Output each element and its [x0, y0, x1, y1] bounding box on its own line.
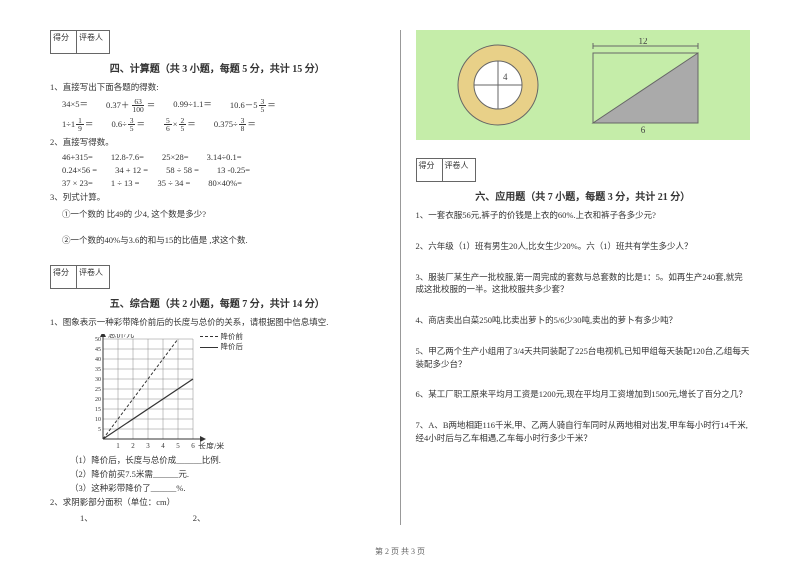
- svg-text:4: 4: [503, 72, 508, 82]
- legend-after: 降价后: [221, 342, 244, 353]
- svg-text:30: 30: [95, 377, 101, 383]
- q4-2-row3: 37 × 23= 1 ÷ 13 = 35 ÷ 34 = 80×40%=: [62, 178, 385, 188]
- grader-cell: 评卷人: [77, 266, 109, 288]
- rect-figure: 12 6: [583, 38, 713, 133]
- page-footer: 第 2 页 共 3 页: [0, 546, 800, 557]
- q4-1-row1: 34×5＝ 0.37＋63100＝ 0.99÷1.1＝ 10.6－535＝: [62, 98, 385, 114]
- score-cell: 得分: [51, 31, 77, 53]
- q6-5: 5、甲乙两个生产小组用了3/4天共同装配了225台电视机,已知甲组每天装配120…: [416, 345, 751, 371]
- expr: 0.6÷35＝: [111, 117, 145, 133]
- q6-1: 1、一套衣服56元,裤子的价钱是上衣的60%.上衣和裤子各多少元?: [416, 209, 751, 222]
- q5-2-s1: 1、: [80, 512, 93, 524]
- svg-text:3: 3: [146, 442, 150, 449]
- q5-2-s2: 2、: [193, 512, 206, 524]
- q5-1-sub3: （3）这种彩带降价了______%.: [70, 481, 385, 495]
- legend-before: 降价前: [221, 332, 244, 343]
- right-column: 4 12 6 得分 评卷人 六、应用题（共 7 小题，每题 3 分，共计 21 …: [416, 30, 751, 525]
- svg-text:2: 2: [131, 442, 135, 449]
- section-5-title: 五、综合题（共 2 小题，每题 7 分，共计 14 分）: [50, 295, 385, 310]
- q4-1-row2: 1÷119＝ 0.6÷35＝ 56×25＝ 0.375÷38＝: [62, 117, 385, 133]
- svg-text:12: 12: [638, 38, 647, 46]
- score-box-6: 得分 评卷人: [416, 158, 476, 182]
- svg-text:5: 5: [98, 427, 101, 433]
- q6-4: 4、商店卖出白菜250吨,比卖出萝卜的5/6少30吨,卖出的萝卜有多少吨？: [416, 314, 751, 327]
- expr: 0.99÷1.1＝: [173, 98, 212, 114]
- column-divider: [400, 30, 401, 525]
- q4-2-row2: 0.24×56 = 34 + 12 = 58 ÷ 58 = 13 -0.25=: [62, 165, 385, 175]
- expr: 0.375÷38＝: [214, 117, 256, 133]
- score-box-4: 得分 评卷人: [50, 30, 110, 54]
- q5-2-label: 2、求阴影部分面积（单位：cm）: [50, 496, 385, 510]
- q4-1-label: 1、直接写出下面各题的得数:: [50, 81, 385, 95]
- expr: 46+315=: [62, 152, 93, 162]
- svg-text:4: 4: [161, 442, 165, 449]
- xlabel: 长度/米: [198, 441, 224, 449]
- graph-legend: 降价前 降价后: [200, 332, 244, 353]
- section-6-title: 六、应用题（共 7 小题，每题 3 分，共计 21 分）: [416, 188, 751, 203]
- expr: 80×40%=: [208, 178, 242, 188]
- svg-text:20: 20: [95, 397, 101, 403]
- circle-figure: 4: [453, 40, 543, 130]
- score-cell: 得分: [51, 266, 77, 288]
- svg-text:35: 35: [95, 367, 101, 373]
- price-graph: 降价前 降价后: [75, 334, 235, 449]
- expr: 0.24×56 =: [62, 165, 97, 175]
- expr: 12.8-7.6=: [111, 152, 144, 162]
- expr: 37 × 23=: [62, 178, 93, 188]
- q5-1-label: 1、图象表示一种彩带降价前后的长度与总价的关系，请根据图中信息填空.: [50, 316, 385, 330]
- svg-text:6: 6: [191, 442, 195, 449]
- svg-text:10: 10: [95, 417, 101, 423]
- q6-7: 7、A、B两地相距116千米,甲、乙两人骑自行车同时从两地相对出发,甲车每小时行…: [416, 419, 751, 445]
- score-box-5: 得分 评卷人: [50, 265, 110, 289]
- score-cell: 得分: [417, 159, 443, 181]
- q6-2: 2、六年级（1）班有男生20人,比女生少20%。六（1）班共有学生多少人？: [416, 240, 751, 253]
- expr: 0.37＋63100＝: [106, 98, 155, 114]
- expr: 56×25＝: [163, 117, 196, 133]
- expr: 25×28=: [162, 152, 189, 162]
- expr: 35 ÷ 34 =: [157, 178, 190, 188]
- expr: 1 ÷ 13 =: [111, 178, 140, 188]
- svg-text:1: 1: [116, 442, 120, 449]
- q4-2-row1: 46+315= 12.8-7.6= 25×28= 3.14÷0.1=: [62, 152, 385, 162]
- grader-cell: 评卷人: [77, 31, 109, 53]
- q5-2-subs: 1、 2、: [80, 512, 385, 524]
- q4-3-sub1: ①一个数的 比49的 少4, 这个数是多少?: [62, 208, 385, 222]
- expr: 3.14÷0.1=: [207, 152, 242, 162]
- svg-text:15: 15: [95, 407, 101, 413]
- q4-2-label: 2、直接写得数。: [50, 136, 385, 150]
- q5-1-sub1: （1）降价后，长度与总价成______比例.: [70, 453, 385, 467]
- expr: 58 ÷ 58 =: [166, 165, 199, 175]
- section-4-title: 四、计算题（共 3 小题，每题 5 分，共计 15 分）: [50, 60, 385, 75]
- svg-text:40: 40: [95, 357, 101, 363]
- figure-box: 4 12 6: [416, 30, 751, 140]
- svg-text:25: 25: [95, 387, 101, 393]
- ylabel: 总价/元: [108, 334, 134, 339]
- q4-3-sub2: ②一个数的40%与3.6的和与15的比值是 ,求这个数.: [62, 234, 385, 248]
- expr: 1÷119＝: [62, 117, 93, 133]
- expr: 34 + 12 =: [115, 165, 148, 175]
- expr: 13 -0.25=: [217, 165, 250, 175]
- q5-1-sub2: （2）降价前买7.5米需______元.: [70, 467, 385, 481]
- svg-text:5: 5: [176, 442, 180, 449]
- expr: 10.6－535＝: [230, 98, 276, 114]
- left-column: 得分 评卷人 四、计算题（共 3 小题，每题 5 分，共计 15 分） 1、直接…: [50, 30, 385, 525]
- expr: 34×5＝: [62, 98, 88, 114]
- svg-text:6: 6: [641, 125, 646, 133]
- q6-3: 3、服装厂某生产一批校服,第一周完成的套数与总套数的比是1：5。如再生产240套…: [416, 271, 751, 297]
- svg-text:50: 50: [95, 337, 101, 343]
- svg-text:45: 45: [95, 347, 101, 353]
- q4-3-label: 3、列式计算。: [50, 191, 385, 205]
- page-container: 得分 评卷人 四、计算题（共 3 小题，每题 5 分，共计 15 分） 1、直接…: [50, 30, 750, 525]
- q6-6: 6、某工厂职工原来平均月工资是1200元,现在平均月工资增加到1500元,增长了…: [416, 388, 751, 401]
- grader-cell: 评卷人: [443, 159, 475, 181]
